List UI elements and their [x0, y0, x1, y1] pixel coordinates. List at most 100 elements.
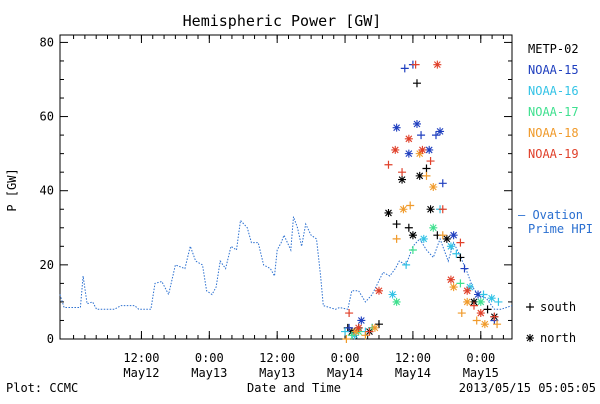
south-marker: [347, 331, 356, 340]
series-noaa-16: [341, 205, 503, 340]
south-marker: [392, 220, 401, 229]
south-marker: [404, 223, 413, 232]
south-marker: [392, 234, 401, 243]
north-marker: [465, 283, 474, 292]
north-marker: [388, 290, 397, 299]
north-marker: [419, 234, 428, 243]
south-marker: [374, 320, 383, 329]
north-marker: [392, 123, 401, 132]
north-marker: [425, 145, 434, 154]
north-marker: [392, 297, 401, 306]
north-marker: [354, 323, 363, 332]
series-noaa-18: [342, 149, 502, 343]
north-marker: [418, 145, 427, 154]
south-marker: [494, 297, 503, 306]
x-tick-date-label: May13: [191, 366, 227, 380]
legend-ovation-line1: – Ovation: [518, 208, 583, 222]
south-marker: [411, 60, 420, 69]
legend-item-noaa-15: NOAA-15: [528, 63, 579, 77]
south-marker: [460, 264, 469, 273]
south-marker: [341, 327, 350, 336]
plot-frame: [59, 34, 513, 340]
legend-item-noaa-19: NOAA-19: [528, 147, 579, 161]
north-marker: [399, 205, 408, 214]
south-marker: [345, 323, 354, 332]
north-marker: [480, 320, 489, 329]
south-marker: [417, 131, 426, 140]
chart-title: Hemispheric Power [GW]: [183, 12, 382, 30]
north-marker: [408, 231, 417, 240]
x-tick-time-label: 12:00: [259, 351, 295, 365]
south-marker: [361, 331, 370, 340]
north-marker: [449, 231, 458, 240]
south-marker: [438, 205, 447, 214]
x-axis-label: Date and Time: [247, 381, 341, 395]
north-marker: [404, 134, 413, 143]
y-tick-label: 60: [40, 110, 54, 124]
south-marker: [406, 201, 415, 210]
north-marker: [370, 323, 379, 332]
south-marker: [526, 303, 534, 311]
south-marker: [469, 301, 478, 310]
south-marker: [400, 64, 409, 73]
north-marker: [446, 242, 455, 251]
north-marker: [415, 149, 424, 158]
satellite-points: [341, 60, 503, 343]
x-tick-date-label: May13: [259, 366, 295, 380]
series-noaa-19: [345, 60, 499, 336]
south-marker: [422, 164, 431, 173]
south-marker: [412, 79, 421, 88]
legend-ovation-line2: Prime HPI: [528, 222, 593, 236]
south-marker: [431, 131, 440, 140]
south-marker: [479, 290, 488, 299]
legend-item-noaa-16: NOAA-16: [528, 84, 579, 98]
north-marker: [398, 175, 407, 184]
north-marker: [415, 171, 424, 180]
south-marker: [438, 231, 447, 240]
north-marker: [442, 234, 451, 243]
south-marker: [398, 168, 407, 177]
north-marker: [404, 149, 413, 158]
north-marker: [474, 290, 483, 299]
south-marker: [493, 320, 502, 329]
south-marker: [408, 246, 417, 255]
ovation-series: [59, 216, 513, 310]
plot-credit: Plot: CCMC: [6, 381, 78, 395]
x-tick-time-label: 0:00: [331, 351, 360, 365]
north-marker: [357, 316, 366, 325]
x-tick-time-label: 12:00: [123, 351, 159, 365]
marker-legend-north: north: [540, 331, 576, 345]
series-noaa-17: [347, 223, 485, 340]
north-marker: [351, 327, 360, 336]
north-marker: [429, 223, 438, 232]
legend-item-noaa-17: NOAA-17: [528, 105, 579, 119]
south-marker: [483, 305, 492, 314]
south-marker: [402, 260, 411, 269]
south-marker: [342, 335, 351, 343]
north-marker: [463, 297, 472, 306]
south-marker: [426, 157, 435, 166]
north-marker: [384, 208, 393, 217]
south-marker: [345, 309, 354, 318]
x-tick-date-label: May14: [327, 366, 363, 380]
south-marker: [438, 179, 447, 188]
north-marker: [446, 275, 455, 284]
legend-item-metp-02: METP-02: [528, 42, 579, 56]
north-marker: [449, 283, 458, 292]
south-marker: [365, 327, 374, 336]
north-marker: [463, 286, 472, 295]
south-marker: [490, 312, 499, 321]
x-tick-time-label: 0:00: [195, 351, 224, 365]
series-metp-02: [343, 79, 499, 336]
y-tick-label: 80: [40, 35, 54, 49]
x-tick-date-label: May12: [123, 366, 159, 380]
north-marker: [476, 309, 485, 318]
legend-item-noaa-18: NOAA-18: [528, 126, 579, 140]
x-tick-date-label: May14: [395, 366, 431, 380]
south-marker: [456, 279, 465, 288]
north-marker: [374, 286, 383, 295]
north-marker: [476, 297, 485, 306]
timestamp: 2013/05/15 05:05:05: [459, 381, 596, 395]
